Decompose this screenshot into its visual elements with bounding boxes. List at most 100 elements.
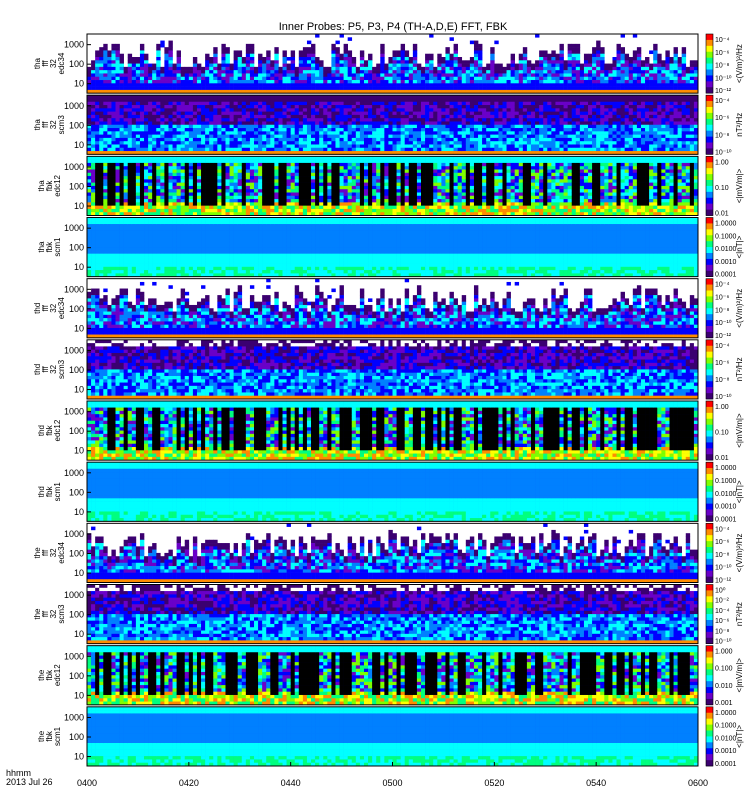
spectrogram-cell <box>278 148 282 152</box>
spectrogram-cell <box>560 141 564 145</box>
spectrogram-cell <box>665 73 669 77</box>
spectrogram-cell <box>502 115 506 119</box>
spectrogram-cell <box>287 135 291 139</box>
spectrogram-cell <box>600 141 604 145</box>
spectrogram-cell <box>225 95 229 99</box>
spectrogram-cell <box>621 98 625 102</box>
spectrogram-cell <box>193 105 197 109</box>
spectrogram-cell <box>572 135 576 139</box>
spectrogram-cell <box>185 206 189 210</box>
spectrogram-cell <box>107 189 111 193</box>
spectrogram-cell <box>246 118 250 122</box>
spectrogram-cell <box>266 131 270 135</box>
spectrogram-cell <box>238 141 242 145</box>
spectrogram-cell <box>576 144 580 148</box>
spectrogram-cell <box>657 135 661 139</box>
spectrogram-cell <box>189 173 193 177</box>
spectrogram-cell <box>519 77 523 81</box>
spectrogram-cell <box>160 141 164 145</box>
spectrogram-cell <box>433 102 437 106</box>
spectrogram-cell <box>454 138 458 142</box>
spectrogram-cell <box>164 115 168 119</box>
spectrogram-cell <box>580 118 584 122</box>
spectrogram-cell <box>523 115 527 119</box>
spectrogram-cell <box>543 77 547 81</box>
spectrogram-cell <box>344 115 348 119</box>
spectrogram-cell <box>99 70 103 74</box>
spectrogram-cell <box>274 125 278 129</box>
spectrogram-cell <box>144 135 148 139</box>
spectrogram-cell <box>230 112 234 116</box>
spectrogram-cell <box>462 112 466 116</box>
spectrogram-cell <box>543 73 547 77</box>
spectrogram-cell <box>450 83 454 87</box>
spectrogram-cell <box>250 98 254 102</box>
spectrogram-cell <box>437 135 441 139</box>
spectrogram-cell <box>474 80 478 84</box>
spectrogram-cell <box>164 163 168 167</box>
spectrogram-cell <box>124 112 128 116</box>
spectrogram-cell <box>111 135 115 139</box>
spectrogram-cell <box>409 64 413 68</box>
spectrogram-cell <box>156 60 160 64</box>
spectrogram-cell <box>356 138 360 142</box>
spectrogram-cell <box>144 199 148 203</box>
spectrogram-cell <box>254 67 258 71</box>
spectrogram-cell <box>364 121 368 125</box>
spectrogram-cell <box>568 102 572 106</box>
spectrogram-cell <box>612 115 616 119</box>
spectrogram-cell <box>474 70 478 74</box>
spectrogram-cell <box>103 199 107 203</box>
spectrogram-cell <box>283 125 287 129</box>
spectrogram-cell <box>164 176 168 180</box>
spectrogram-cell <box>498 112 502 116</box>
spectrogram-cell <box>657 128 661 132</box>
spectrogram-cell <box>665 80 669 84</box>
spectrogram-cell <box>441 83 445 87</box>
spectrogram-cell <box>295 128 299 132</box>
spectrogram-cell <box>401 98 405 102</box>
spectrogram-cell <box>99 47 103 51</box>
spectrogram-cell <box>665 105 669 109</box>
spectrogram-cell <box>433 144 437 148</box>
spectrogram-cell <box>535 141 539 145</box>
spectrogram-cell <box>132 64 136 68</box>
spectrogram-cell <box>527 64 531 68</box>
spectrogram-cell <box>507 135 511 139</box>
spectrogram-cell <box>335 141 339 145</box>
spectrogram-cell <box>120 179 124 183</box>
spectrogram-cell <box>205 73 209 77</box>
spectrogram-cell <box>185 138 189 142</box>
spectrogram-cell <box>205 102 209 106</box>
spectrogram-cell <box>164 87 168 91</box>
spectrogram-cell <box>531 144 535 148</box>
spectrogram-cell <box>344 105 348 109</box>
spectrogram-cell <box>486 64 490 68</box>
spectrogram-cell <box>323 98 327 102</box>
spectrogram-cell <box>486 102 490 106</box>
spectrogram-cell <box>274 57 278 61</box>
spectrogram-cell <box>185 144 189 148</box>
spectrogram-cell <box>278 118 282 122</box>
spectrogram-cell <box>633 87 637 91</box>
spectrogram-cell <box>580 148 584 152</box>
spectrogram-cell <box>368 131 372 135</box>
spectrogram-cell <box>124 206 128 210</box>
spectrogram-cell <box>221 125 225 129</box>
spectrogram-cell <box>490 138 494 142</box>
spectrogram-cell <box>360 67 364 71</box>
spectrogram-cell <box>140 80 144 84</box>
spectrogram-cell <box>185 115 189 119</box>
spectrogram-cell <box>560 44 564 48</box>
spectrogram-cell <box>132 105 136 109</box>
spectrogram-cell <box>409 115 413 119</box>
spectrogram-cell <box>462 87 466 91</box>
spectrogram-cell <box>360 141 364 145</box>
spectrogram-cell <box>95 125 99 129</box>
spectrogram-cell <box>262 80 266 84</box>
spectrogram-cell <box>340 112 344 116</box>
spectrogram-cell <box>344 131 348 135</box>
spectrogram-cell <box>637 148 641 152</box>
spectrogram-cell <box>242 73 246 77</box>
spectrogram-cell <box>572 73 576 77</box>
